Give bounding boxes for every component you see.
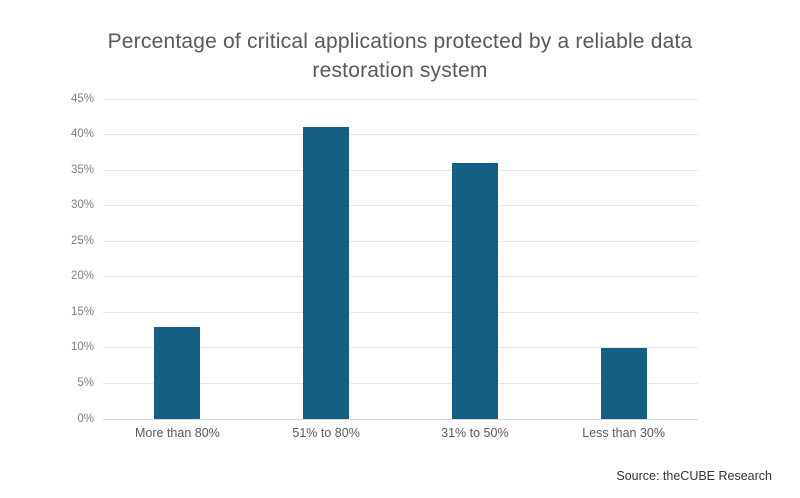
gridline-15% (103, 311, 698, 313)
gridline-35% (103, 169, 698, 171)
gridline-45% (103, 98, 698, 100)
bar-band (252, 99, 401, 419)
y-tick-label: 35% (70, 163, 94, 176)
gridline-20% (103, 276, 698, 278)
y-tick-label: 10% (70, 341, 94, 354)
bar-more-than-80- (154, 326, 201, 419)
gridline-30% (103, 205, 698, 207)
y-axis-tick-labels: 0% 5% 10% 15% 20% 25% 30% 35% 40% 45% (48, 93, 94, 425)
y-tick-label: 45% (70, 92, 94, 105)
bar-51-to-80- (303, 127, 350, 419)
x-category-label: More than 80% (134, 426, 220, 440)
gridline-10% (103, 347, 698, 349)
y-tick-label: 15% (70, 305, 94, 318)
bar-band (401, 99, 550, 419)
source-note: Source: theCUBE Research (616, 469, 772, 483)
gridline-0% (103, 418, 698, 420)
y-tick-label: 25% (70, 234, 94, 247)
bar-series (103, 99, 698, 419)
gridline-40% (103, 134, 698, 136)
gridline-25% (103, 240, 698, 242)
y-tick-label: 5% (77, 376, 94, 389)
bar-less-than-30- (600, 347, 647, 419)
y-tick-label: 0% (77, 412, 94, 425)
bar-band (549, 99, 698, 419)
x-axis-category-labels: More than 80% 51% to 80% 31% to 50% Less th… (103, 426, 698, 440)
y-tick-label: 30% (70, 199, 94, 212)
gridline-5% (103, 382, 698, 384)
x-category-label: 31% to 50% (441, 426, 509, 440)
bar-band (103, 99, 252, 419)
plot-area: 0% 5% 10% 15% 20% 25% 30% 35% 40% 45% More than 8… (71, 93, 698, 440)
y-tick-label: 40% (70, 128, 94, 141)
x-category-label: Less than 30% (582, 426, 665, 440)
chart-title: Percentage of critical applications prot… (107, 30, 693, 82)
bar-31-to-50- (451, 163, 498, 419)
y-tick-label: 20% (70, 270, 94, 283)
x-category-label: 51% to 80% (292, 426, 360, 440)
